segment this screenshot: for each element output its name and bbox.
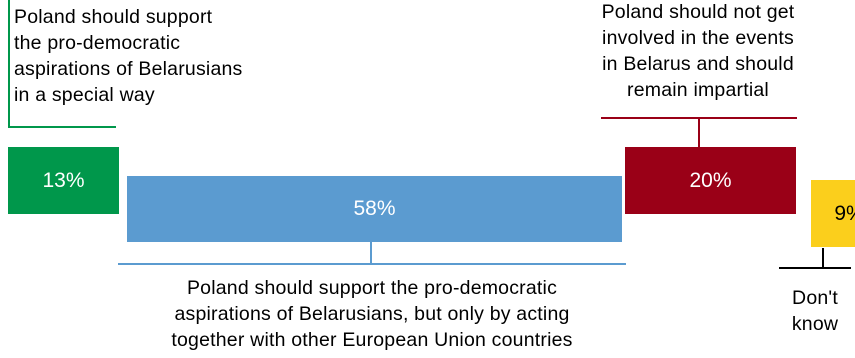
bar-special-support: 13%: [8, 147, 119, 214]
bar-impartial-value: 20%: [689, 168, 732, 192]
label-eu-support: Poland should support the pro-democratic…: [171, 277, 573, 351]
bar-eu-support: 58%: [127, 176, 622, 242]
special-connector-vertical: [8, 0, 10, 127]
label-impartial: Poland should not get involved in the ev…: [601, 1, 795, 101]
dontknow-connector-horizontal: [779, 267, 851, 269]
bar-impartial: 20%: [625, 147, 796, 214]
bar-dont-know: 9%: [811, 180, 855, 247]
bar-dont-know-value: 9%: [834, 201, 855, 225]
dontknow-connector-vertical: [822, 248, 824, 268]
eu-connector-vertical: [370, 242, 372, 264]
bar-special-support-value: 13%: [42, 168, 85, 192]
label-special-support: Poland should support the pro-democratic…: [14, 6, 243, 106]
impartial-connector-vertical: [698, 117, 700, 147]
special-connector-horizontal: [8, 126, 116, 128]
label-dont-know: Don't know: [791, 287, 839, 335]
bar-eu-support-value: 58%: [353, 197, 396, 220]
eu-connector-horizontal: [118, 263, 626, 265]
